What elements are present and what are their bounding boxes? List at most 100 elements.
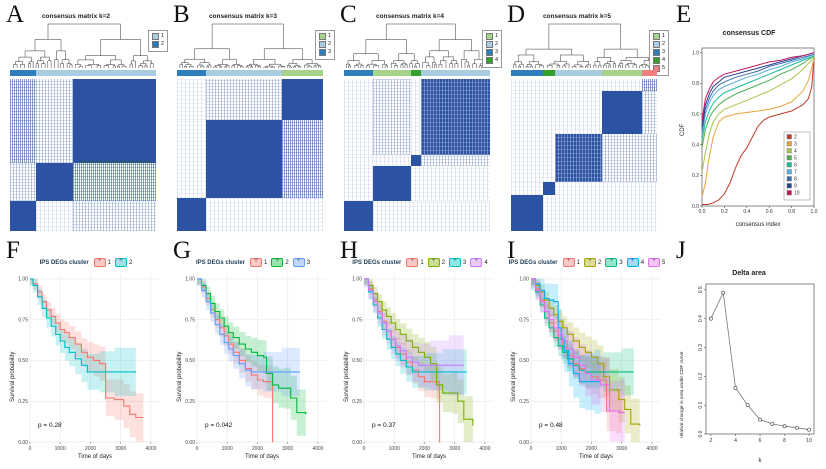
legend-item-cluster-1: 1 <box>485 33 498 41</box>
svg-text:+: + <box>390 321 393 326</box>
cluster-color-swatch <box>652 57 660 65</box>
panel-g: G IPS DEGs cluster123 +++++++++++++++0.0… <box>171 238 335 468</box>
panel-a-cluster-colorbar <box>10 70 156 76</box>
svg-text:0.00: 0.00 <box>18 440 28 446</box>
cluster-color-swatch <box>652 49 660 57</box>
svg-text:0.6: 0.6 <box>766 209 773 215</box>
heatmap-block <box>642 91 657 134</box>
svg-text:3000: 3000 <box>115 446 126 450</box>
heatmap-block <box>411 79 422 155</box>
svg-text:4: 4 <box>734 438 737 444</box>
svg-text:0.00: 0.00 <box>185 440 195 446</box>
heatmap-block <box>642 79 657 92</box>
svg-text:0.4: 0.4 <box>743 209 750 215</box>
survival-plot-h: +++++++++++++++++++0.000.250.500.751.000… <box>352 274 494 450</box>
svg-text:+: + <box>602 369 605 374</box>
panel-f-legend-title: IPS DEGs cluster <box>39 259 89 266</box>
km-curve-swatch <box>648 258 661 267</box>
heatmap-block <box>177 79 207 121</box>
legend-item-cluster-4: 4 <box>652 57 665 65</box>
panel-d-title: consensus matrix k=5 <box>542 13 612 20</box>
svg-text:+: + <box>405 355 408 360</box>
svg-text:0: 0 <box>363 446 366 450</box>
panel-g-ylabel: Survival probability <box>177 351 183 402</box>
svg-text:+: + <box>557 332 560 337</box>
heatmap-block <box>282 197 323 231</box>
svg-text:3000: 3000 <box>449 446 460 450</box>
heatmap-block <box>206 120 283 198</box>
survival-legend-item-2: 2 <box>271 258 289 267</box>
svg-text:+: + <box>543 316 546 321</box>
survival-plot-f: ++++++++++ +0.000.250.500.751.000 1000 2000… <box>18 274 160 450</box>
svg-text:+: + <box>376 311 379 316</box>
svg-text:+: + <box>617 410 620 415</box>
svg-text:+: + <box>543 296 546 301</box>
colorbar-segment <box>344 70 374 76</box>
svg-text:3: 3 <box>794 142 797 148</box>
svg-text:4: 4 <box>794 149 797 155</box>
svg-text:+: + <box>441 369 444 374</box>
heatmap-block <box>206 197 283 231</box>
cluster-color-swatch <box>485 49 493 57</box>
km-curve-swatch <box>427 258 440 267</box>
legend-item-cluster-1: 1 <box>151 33 164 41</box>
colorbar-segment <box>411 70 422 76</box>
heatmap-block <box>344 155 412 166</box>
svg-text:0.1: 0.1 <box>698 401 704 408</box>
km-curve-swatch <box>292 258 305 267</box>
heatmap-block <box>72 79 156 163</box>
panel-d-dendrogram <box>513 23 655 68</box>
colorbar-segment <box>10 70 37 76</box>
survival-legend-item-5: 5 <box>648 258 665 267</box>
svg-text:0.75: 0.75 <box>185 317 195 323</box>
panel-e-ylabel: CDF <box>680 123 686 136</box>
svg-text:0.0: 0.0 <box>699 209 706 215</box>
svg-text:+: + <box>390 345 393 350</box>
delta-area-plot: 2 4 6 8 10 0.0 0.1 0.2 0.3 0.4 0.5 <box>698 283 815 444</box>
svg-text:+: + <box>543 309 546 314</box>
svg-text:+: + <box>557 343 560 348</box>
panel-i-pvalue: p = 0.48 <box>539 422 563 429</box>
svg-text:+: + <box>86 355 89 360</box>
survival-legend-item-2: 2 <box>584 258 601 267</box>
heatmap-block <box>344 165 374 201</box>
svg-text:10: 10 <box>794 191 800 197</box>
svg-text:1000: 1000 <box>222 446 233 450</box>
heatmap-block <box>282 120 323 198</box>
survival-legend-item-1: 1 <box>406 258 424 267</box>
colorbar-segment <box>373 70 412 76</box>
heatmap-block <box>543 194 657 231</box>
panel-j-title: Delta area <box>732 270 766 277</box>
svg-text:+: + <box>271 440 274 445</box>
svg-text:0.25: 0.25 <box>185 399 195 405</box>
survival-legend-item-3: 3 <box>449 258 466 267</box>
colorbar-segment <box>282 70 323 76</box>
panel-d-consensus-heatmap <box>511 79 657 231</box>
panel-g-legend-title: IPS DEGs cluster <box>195 259 245 266</box>
panel-c-dendrogram <box>346 23 489 68</box>
panel-g-pvalue: p = 0.042 <box>205 422 233 429</box>
heatmap-block <box>554 182 657 195</box>
panel-f-xlabel: Time of days <box>77 454 113 460</box>
legend-item-cluster-3: 3 <box>318 49 331 57</box>
svg-text:+: + <box>223 340 226 345</box>
svg-text:0.4: 0.4 <box>692 142 699 148</box>
heatmap-block <box>10 200 37 231</box>
panel-j-letter: J <box>676 237 686 264</box>
svg-text:0.25: 0.25 <box>519 399 529 405</box>
panel-j-xlabel: k <box>758 458 762 464</box>
legend-item-cluster-4: 4 <box>485 57 498 65</box>
panel-b-consensus-heatmap <box>177 79 323 231</box>
panel-i-letter: I <box>507 237 516 264</box>
heatmap-block <box>36 79 73 163</box>
svg-text:0.25: 0.25 <box>18 399 28 405</box>
svg-text:0.8: 0.8 <box>788 209 795 215</box>
survival-legend-item-2: 2 <box>115 258 132 267</box>
svg-text:6: 6 <box>794 163 797 169</box>
svg-text:0.3: 0.3 <box>698 344 704 351</box>
colorbar-segment <box>206 70 283 76</box>
